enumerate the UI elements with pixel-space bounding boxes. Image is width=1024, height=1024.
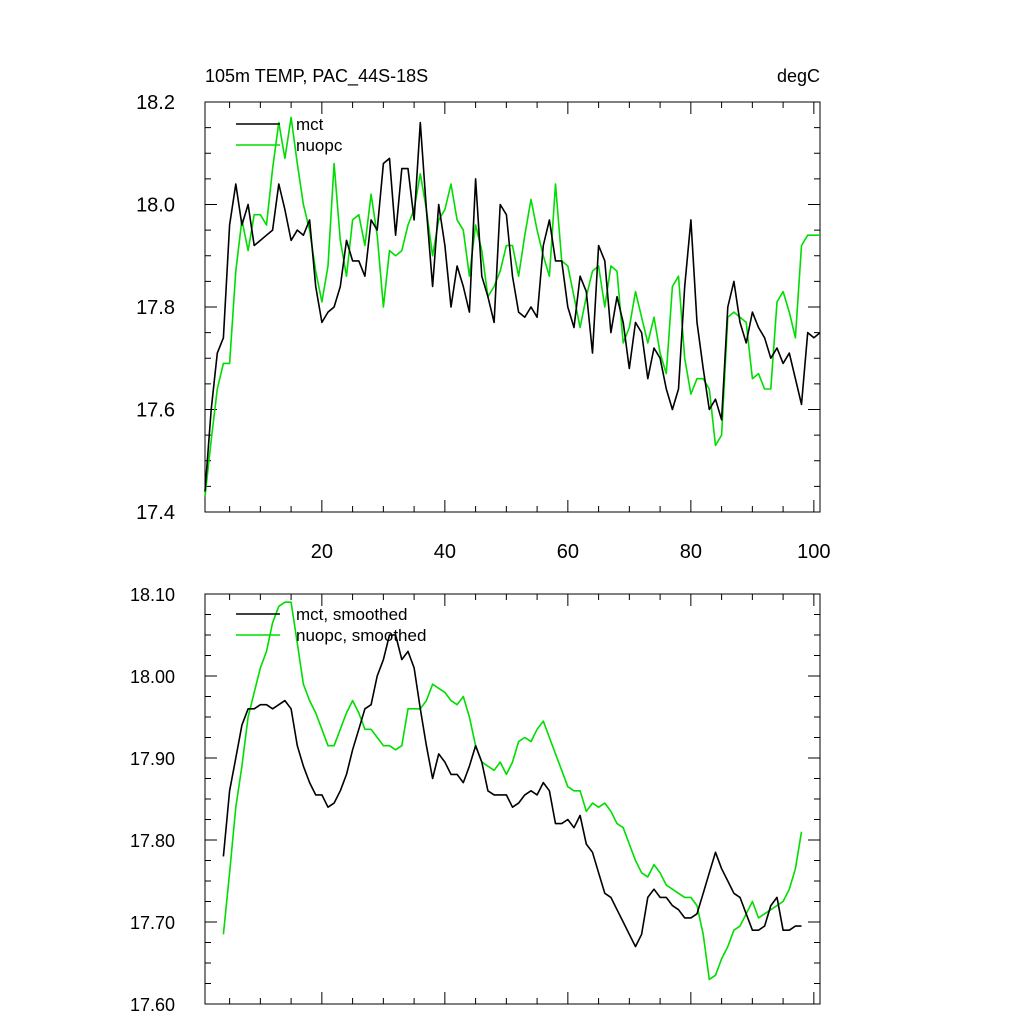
series-line-mct-smoothed	[222, 634, 802, 948]
y-tick-label: 17.60	[130, 995, 175, 1015]
x-tick-label: 60	[557, 541, 579, 563]
y-tick-label: 17.6	[136, 400, 175, 422]
legend-label: mct, smoothed	[296, 605, 408, 624]
y-tick-label: 18.00	[130, 667, 175, 687]
series-line-mct	[204, 121, 821, 492]
x-tick-label: 40	[434, 541, 456, 563]
units-label: degC	[777, 66, 820, 86]
x-tick-label: 80	[680, 541, 702, 563]
y-tick-label: 17.80	[130, 831, 175, 851]
chart-title: 105m TEMP, PAC_44S-18S	[205, 66, 428, 87]
y-tick-label: 18.0	[136, 195, 175, 217]
y-tick-label: 17.8	[136, 297, 175, 319]
series-line-nuopc	[204, 116, 820, 497]
series-line-nuopc-smoothed	[222, 601, 803, 981]
y-tick-label: 17.70	[130, 913, 175, 933]
y-tick-label: 17.90	[130, 749, 175, 769]
plot-frame	[204, 593, 821, 1005]
y-tick-label: 17.4	[136, 502, 175, 524]
x-tick-label: 20	[311, 541, 333, 563]
legend-label: nuopc	[296, 136, 343, 155]
y-tick-label: 18.10	[130, 585, 175, 605]
bottom-line-chart: 17.60 17.70 17.80 17.90 18.00 18.10 mct, smoot…	[130, 585, 821, 1015]
legend-label: mct	[296, 115, 324, 134]
y-tick-label: 18.2	[136, 92, 175, 114]
x-tick-label: 100	[797, 541, 830, 563]
top-line-chart: 105m TEMP, PAC_44S-18S degC 17.4 17.6 17.8…	[136, 66, 830, 563]
legend-label: nuopc, smoothed	[296, 626, 426, 645]
